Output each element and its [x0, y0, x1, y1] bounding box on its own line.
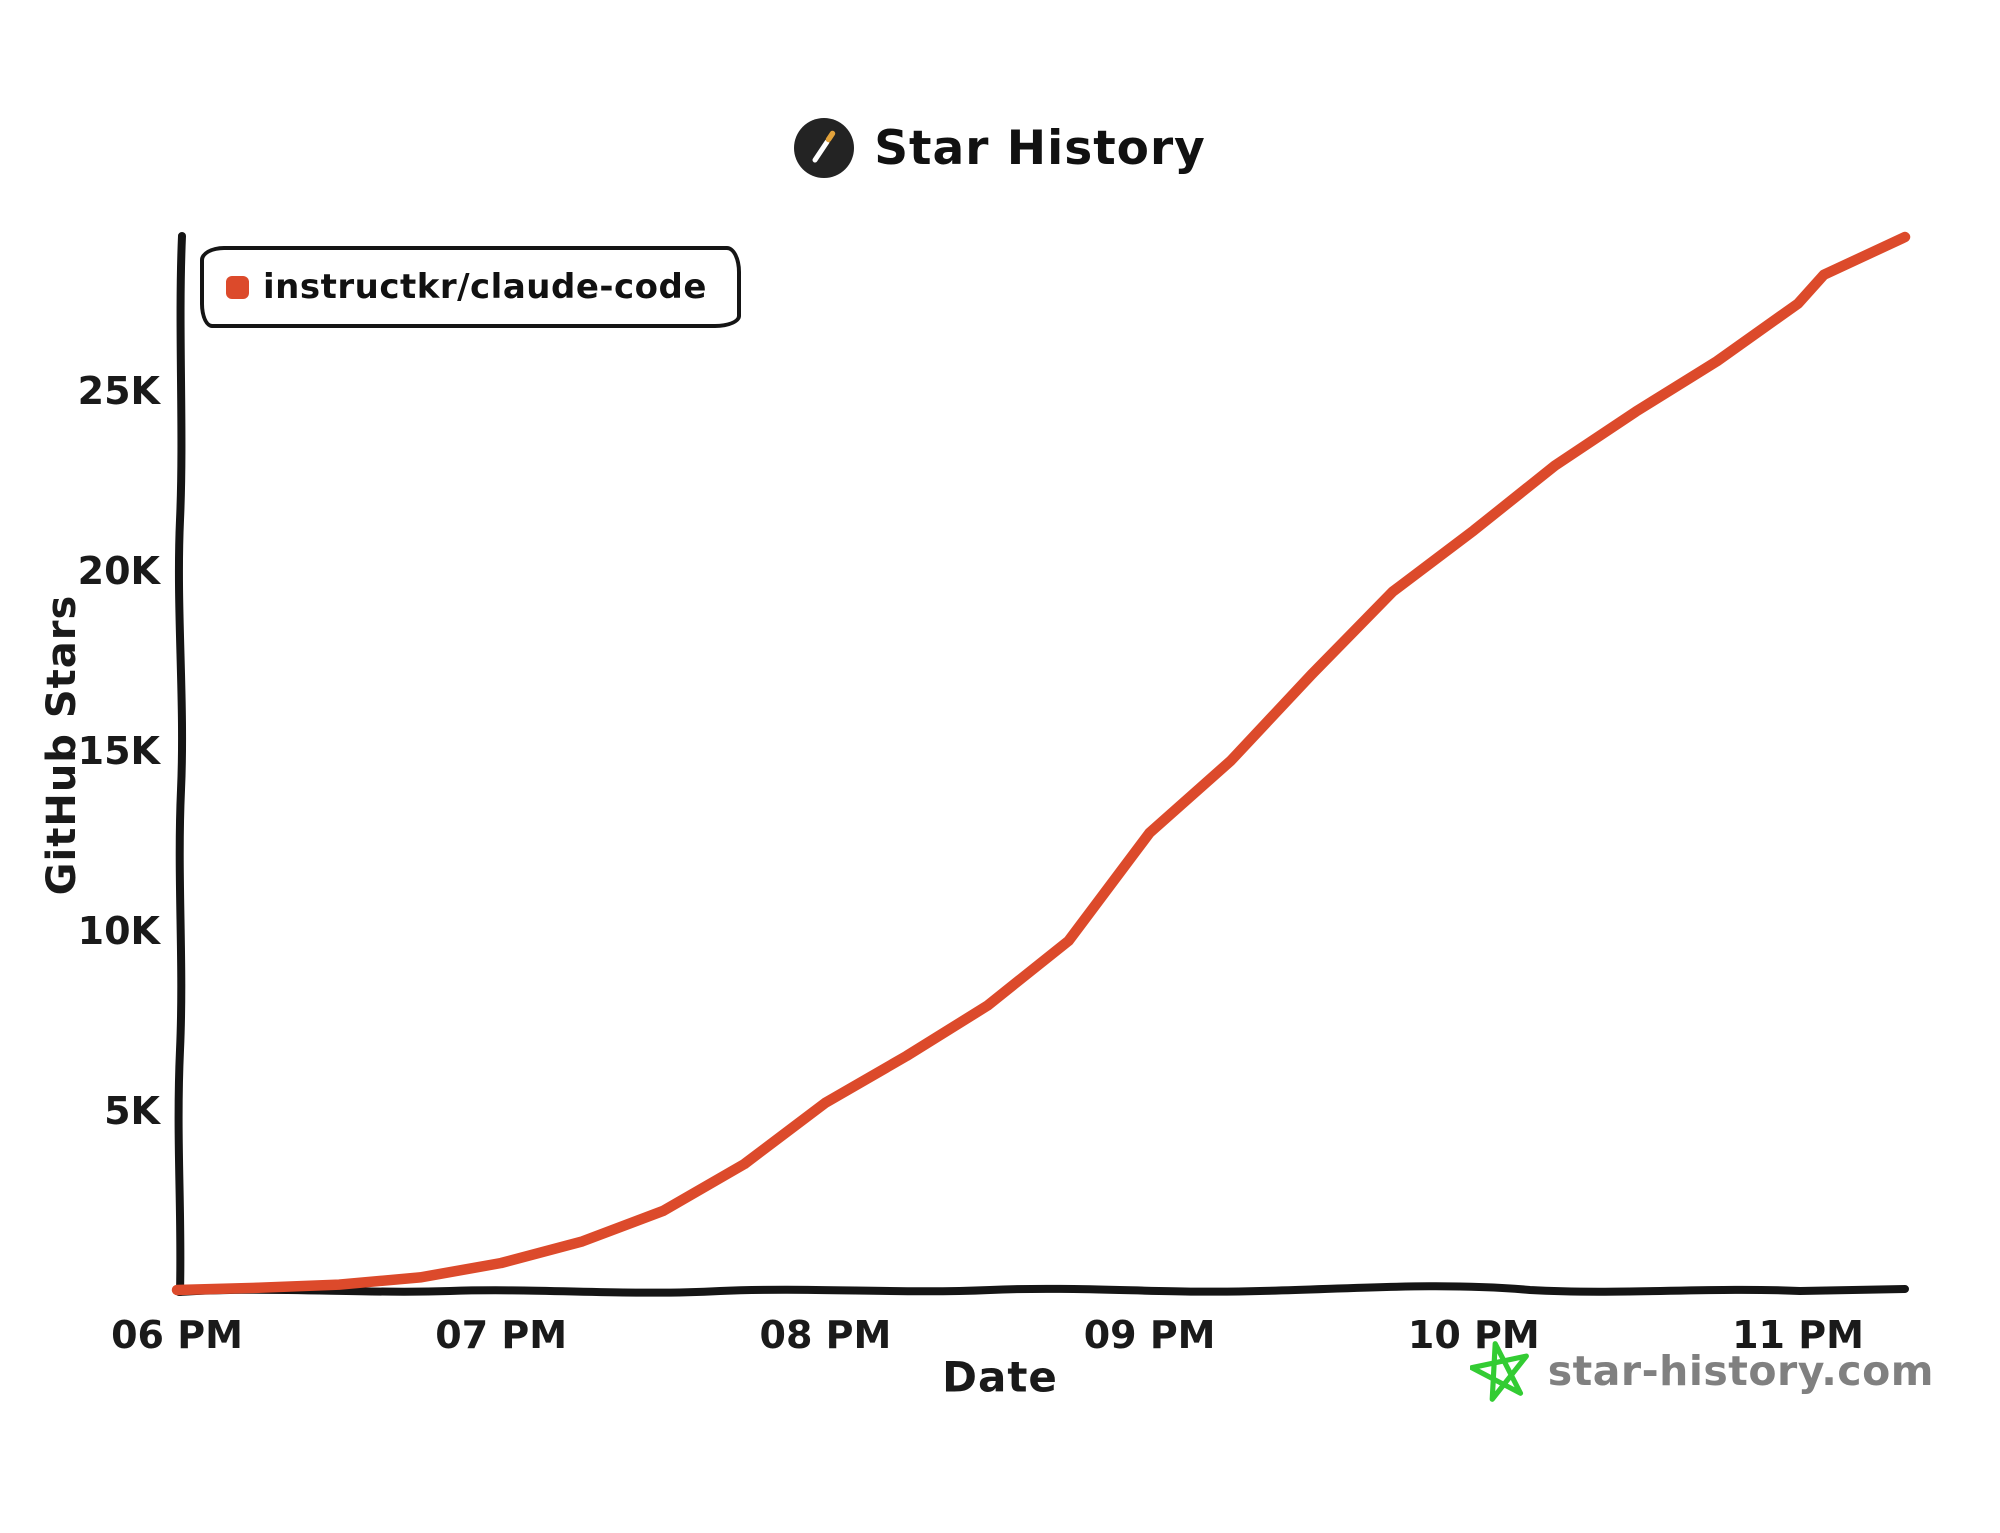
x-tick-label: 10 PM [1408, 1313, 1540, 1357]
footer-brand[interactable]: star-history.com [1469, 1340, 1934, 1402]
series-lines [171, 231, 1911, 1296]
x-axis-tick-labels: 06 PM 07 PM 08 PM 09 PM 10 PM 11 PM [111, 1313, 1864, 1357]
magic-wand-icon [794, 118, 855, 178]
legend-series-label: instructkr/claude-code [263, 267, 707, 307]
green-star-icon [1469, 1341, 1529, 1402]
y-tick-label: 5K [104, 1089, 161, 1133]
x-tick-label: 09 PM [1084, 1313, 1216, 1357]
x-tick-label: 11 PM [1732, 1313, 1864, 1357]
legend-series-marker [226, 275, 249, 299]
y-tick-label: 10K [78, 909, 162, 953]
x-tick-label: 06 PM [111, 1313, 243, 1357]
y-tick-label: 25K [78, 369, 162, 413]
x-tick-label: 08 PM [760, 1313, 892, 1357]
legend: instructkr/claude-code [200, 246, 741, 328]
header: Star History [0, 118, 2000, 178]
x-tick-label: 07 PM [435, 1313, 567, 1357]
footer-site-link[interactable]: star-history.com [1547, 1347, 1934, 1395]
x-axis-title: Date [942, 1352, 1058, 1402]
y-axis-tick-labels: 5K 10K 15K 20K 25K [78, 369, 162, 1133]
y-axis-title: GitHub Stars [39, 594, 85, 896]
y-tick-label: 20K [78, 549, 162, 593]
x-axis-line [175, 1282, 1909, 1297]
y-axis-line [174, 232, 187, 1296]
series-line [171, 231, 1911, 1296]
page-title: Star History [874, 120, 1206, 176]
y-tick-label: 15K [78, 729, 162, 773]
